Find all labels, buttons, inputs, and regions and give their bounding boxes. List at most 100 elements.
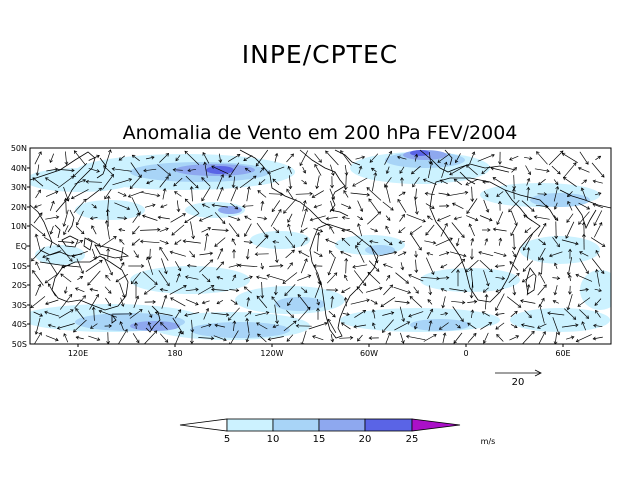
wind-vector-head (309, 191, 313, 196)
wind-vector (87, 237, 101, 247)
wind-vector-head (275, 229, 280, 234)
wind-vector-head (347, 205, 352, 209)
wind-vector-head (146, 180, 150, 185)
wind-vector (46, 168, 58, 172)
wind-vector (477, 154, 495, 162)
wind-vector-head (592, 179, 597, 184)
wind-vector (200, 324, 212, 328)
wind-vector (367, 272, 381, 284)
wind-vector (440, 179, 448, 185)
wind-vector (146, 257, 154, 275)
wind-vector-head (300, 229, 304, 233)
wind-vector-head (96, 337, 101, 342)
wind-vector-head (143, 168, 147, 173)
wind-vector-head (374, 301, 378, 305)
wind-vector-head (369, 159, 374, 163)
wind-vector (456, 238, 460, 246)
wind-vector-head (79, 275, 84, 280)
colorbar-tick: 20 (359, 434, 372, 445)
wind-vector (526, 247, 530, 261)
wind-vector-head (109, 271, 113, 276)
wind-vector (524, 227, 532, 233)
wind-vector-head (287, 219, 291, 223)
wind-vector (106, 220, 110, 240)
wind-vector (437, 214, 451, 222)
wind-vector (478, 251, 494, 257)
wind-vector (449, 251, 467, 257)
wind-vector (427, 309, 433, 319)
wind-vector-head (453, 216, 458, 221)
wind-vector (216, 174, 224, 190)
wind-vector-head (126, 206, 131, 211)
wind-vector (382, 319, 394, 333)
wind-vector (44, 237, 60, 247)
wind-vector (492, 177, 508, 187)
wind-vector-head (341, 228, 345, 233)
wind-vector (45, 191, 59, 197)
wind-vector-head (206, 278, 211, 283)
wind-vector (350, 299, 370, 305)
wind-vector (552, 237, 560, 247)
wind-vector-head (318, 281, 322, 286)
wind-vector-head (252, 175, 257, 180)
wind-vector (286, 310, 294, 318)
wind-vector-head (526, 177, 531, 182)
wind-vector-head (304, 258, 308, 262)
wind-vector (77, 240, 83, 244)
wind-vector (579, 289, 589, 291)
wind-vector (30, 296, 46, 308)
wind-vector (287, 224, 293, 236)
wind-vector (75, 308, 85, 320)
wind-vector (133, 295, 139, 309)
wind-vector-head (34, 331, 39, 335)
wind-vector-head (178, 330, 182, 335)
wind-vector-head (556, 276, 561, 281)
wind-vector (214, 212, 226, 224)
wind-vector-head (123, 216, 128, 221)
wind-vector-head (263, 216, 268, 221)
wind-vector (495, 265, 505, 267)
wind-vector-head (315, 185, 320, 190)
wind-vector-head (55, 337, 59, 342)
wind-vector-head (523, 214, 527, 219)
wind-vector (72, 250, 88, 258)
wind-vector (471, 282, 473, 298)
colorbar: 5 10 15 20 25 m/s (179, 418, 495, 446)
wind-vector-head (543, 192, 548, 197)
wind-vector (58, 241, 74, 243)
wind-vector-head (210, 336, 215, 341)
wind-vector-head (496, 221, 500, 225)
wind-vector-head (510, 232, 514, 237)
wind-vector-head (37, 189, 41, 194)
colorbar-segment (226, 418, 274, 432)
wind-vector (330, 164, 334, 176)
wind-vector-head (470, 256, 474, 260)
wind-vector-head (39, 313, 43, 317)
wind-vector-head (526, 284, 531, 288)
wind-vector-head (257, 190, 261, 194)
wind-vector (73, 319, 87, 333)
wind-vector (345, 258, 347, 274)
wind-vector-head (527, 171, 532, 176)
wind-vector-head (375, 268, 380, 272)
wind-vector (173, 177, 183, 187)
wind-vector-head (429, 308, 434, 313)
wind-vector (341, 322, 351, 330)
wind-vector (216, 276, 224, 280)
wind-vector-head (128, 177, 133, 182)
wind-vector-head (228, 174, 232, 178)
wind-vector (455, 153, 461, 163)
lat-label: 50S (12, 340, 27, 349)
wind-vector-head (368, 336, 372, 340)
wind-vector-head (341, 215, 346, 220)
wind-vector-head (160, 204, 164, 209)
wind-vector-head (377, 211, 382, 215)
wind-vector (496, 191, 504, 197)
wind-vector-head (439, 179, 444, 183)
wind-vector-head (293, 320, 297, 325)
wind-vector-head (255, 275, 260, 280)
wind-vector-head (123, 193, 127, 197)
wind-vector-head (163, 294, 168, 299)
wind-vector (426, 252, 434, 256)
wind-vector-head (368, 198, 372, 202)
